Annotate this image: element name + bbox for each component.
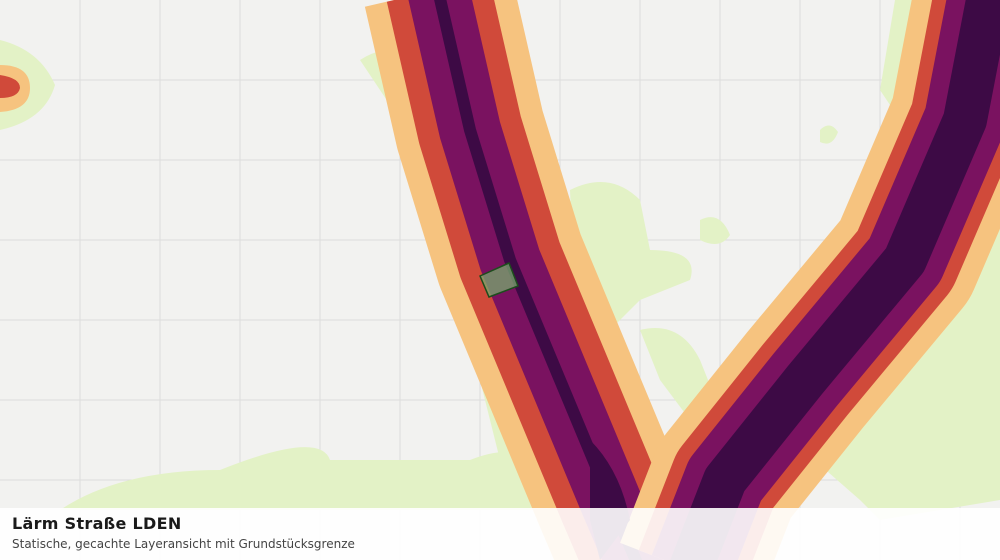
layer-title: Lärm Straße LDEN bbox=[12, 514, 182, 533]
parcel-boundary bbox=[479, 261, 519, 298]
legend-panel: Lärm Straße LDEN Statische, gecachte Lay… bbox=[0, 508, 1000, 560]
layer-subtitle: Statische, gecachte Layeransicht mit Gru… bbox=[12, 537, 355, 551]
